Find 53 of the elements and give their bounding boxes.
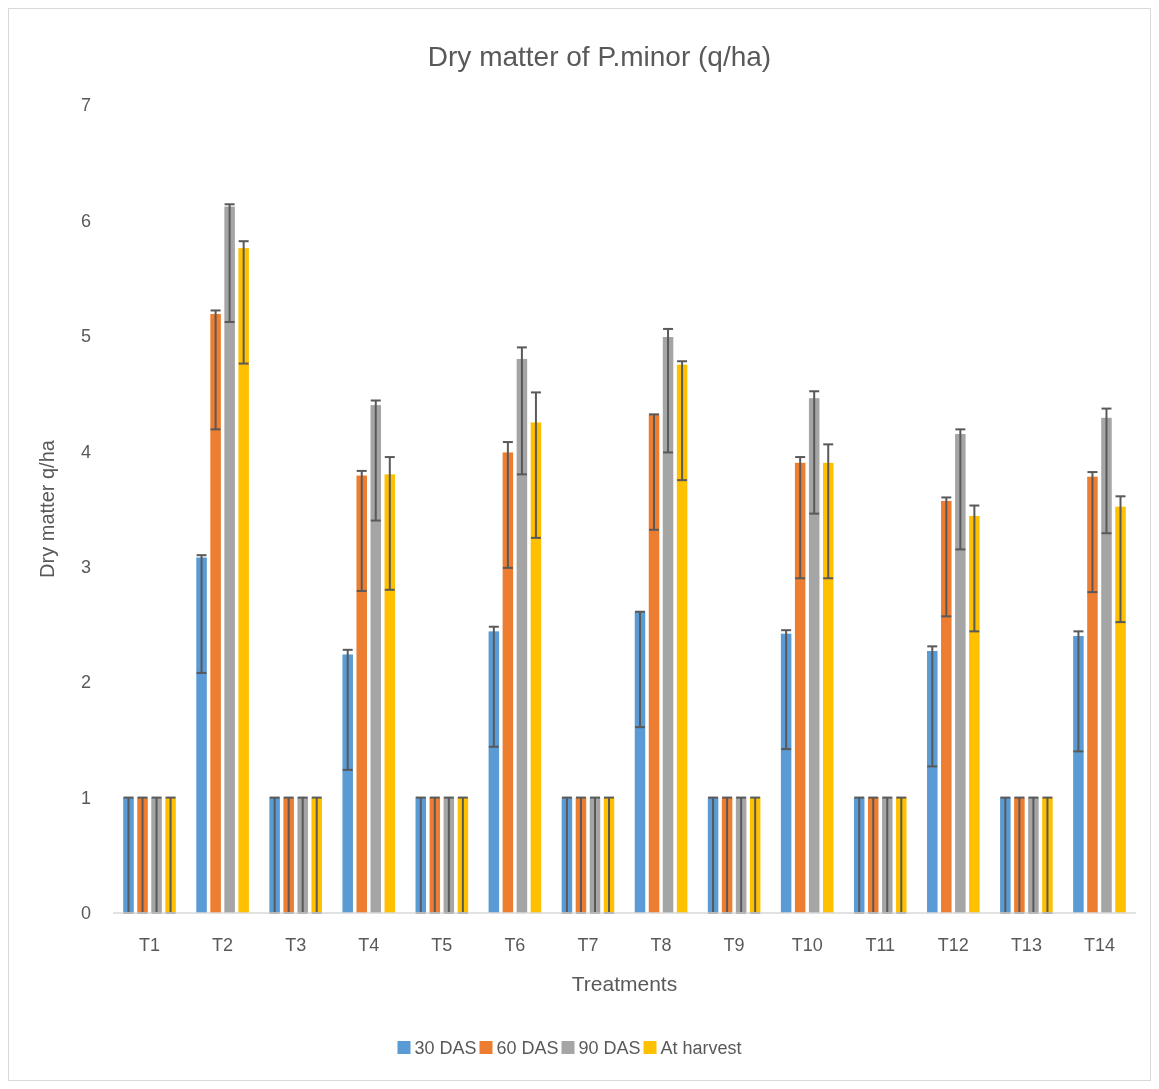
y-tick-label: 2 xyxy=(80,672,91,693)
x-axis-title: Treatments xyxy=(571,972,678,995)
bar xyxy=(648,414,660,913)
x-tick-label: T13 xyxy=(1010,935,1042,955)
y-tick-label: 1 xyxy=(80,787,91,808)
x-tick-label: T7 xyxy=(577,935,599,955)
bar xyxy=(794,462,806,913)
x-tick-label: T10 xyxy=(791,935,823,955)
bar xyxy=(210,313,221,913)
x-tick-label: T2 xyxy=(212,935,234,955)
bar xyxy=(224,206,235,913)
x-tick-label: T14 xyxy=(1083,935,1115,955)
bar xyxy=(941,500,952,913)
x-tick-label: T6 xyxy=(504,935,526,955)
x-tick-label: T4 xyxy=(358,935,380,955)
bar xyxy=(1087,476,1098,913)
bar xyxy=(530,422,542,913)
bar xyxy=(1115,506,1126,913)
y-tick-label: 3 xyxy=(80,557,91,578)
bar xyxy=(196,557,207,913)
y-tick-label: 0 xyxy=(80,903,91,924)
bar xyxy=(1073,635,1084,913)
x-tick-label: T9 xyxy=(723,935,745,955)
legend-label: 90 DAS xyxy=(578,1038,641,1059)
bar xyxy=(342,654,353,913)
bar xyxy=(676,364,688,913)
x-tick-label: T8 xyxy=(650,935,672,955)
x-tick-label: T5 xyxy=(431,935,453,955)
bar xyxy=(1101,417,1112,913)
x-tick-label: T3 xyxy=(285,935,307,955)
y-tick-label: 5 xyxy=(80,326,91,347)
legend-label: At harvest xyxy=(660,1038,742,1059)
bar xyxy=(502,452,514,913)
bar xyxy=(662,337,674,913)
y-tick-label: 6 xyxy=(80,210,91,231)
legend-label: 30 DAS xyxy=(414,1038,477,1059)
y-tick-label: 4 xyxy=(80,441,91,462)
y-tick-label: 7 xyxy=(80,95,91,116)
bar xyxy=(808,398,820,913)
bar xyxy=(955,433,966,913)
bar xyxy=(516,358,528,913)
bar xyxy=(238,248,249,913)
bar xyxy=(370,405,382,913)
x-tick-label: T1 xyxy=(139,935,161,955)
x-tick-label: T11 xyxy=(865,935,896,955)
bar xyxy=(822,462,834,913)
y-axis-title: Dry matter q/ha xyxy=(36,439,58,578)
chart-title: Dry matter of P.minor (q/ha) xyxy=(427,41,772,72)
legend-label: 60 DAS xyxy=(496,1038,559,1059)
bar xyxy=(927,650,938,913)
x-tick-label: T12 xyxy=(937,935,969,955)
bar xyxy=(969,515,980,913)
bar xyxy=(356,475,367,913)
